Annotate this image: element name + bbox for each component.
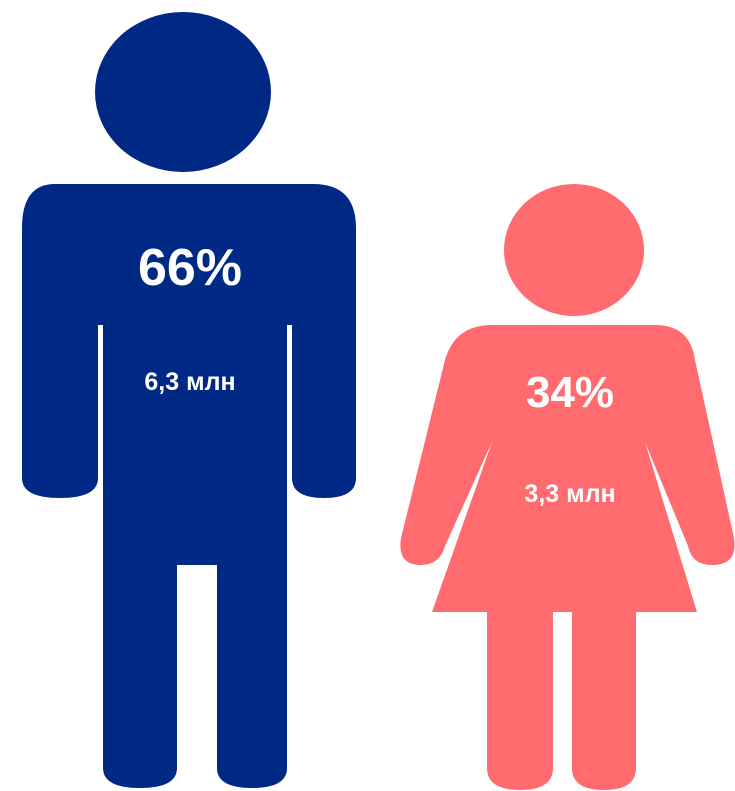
man-figure-icon: 66% 6,3 млн bbox=[22, 12, 356, 788]
man-count-label: 6,3 млн bbox=[144, 368, 235, 396]
man-percent-label: 66% bbox=[138, 239, 242, 297]
man-head bbox=[95, 12, 271, 172]
woman-figure-icon: 34% 3,3 млн bbox=[400, 184, 735, 790]
woman-count-label: 3,3 млн bbox=[524, 480, 615, 508]
woman-head bbox=[504, 184, 644, 316]
man-body bbox=[22, 184, 356, 788]
woman-body bbox=[400, 325, 735, 790]
woman-percent-label: 34% bbox=[526, 368, 614, 417]
